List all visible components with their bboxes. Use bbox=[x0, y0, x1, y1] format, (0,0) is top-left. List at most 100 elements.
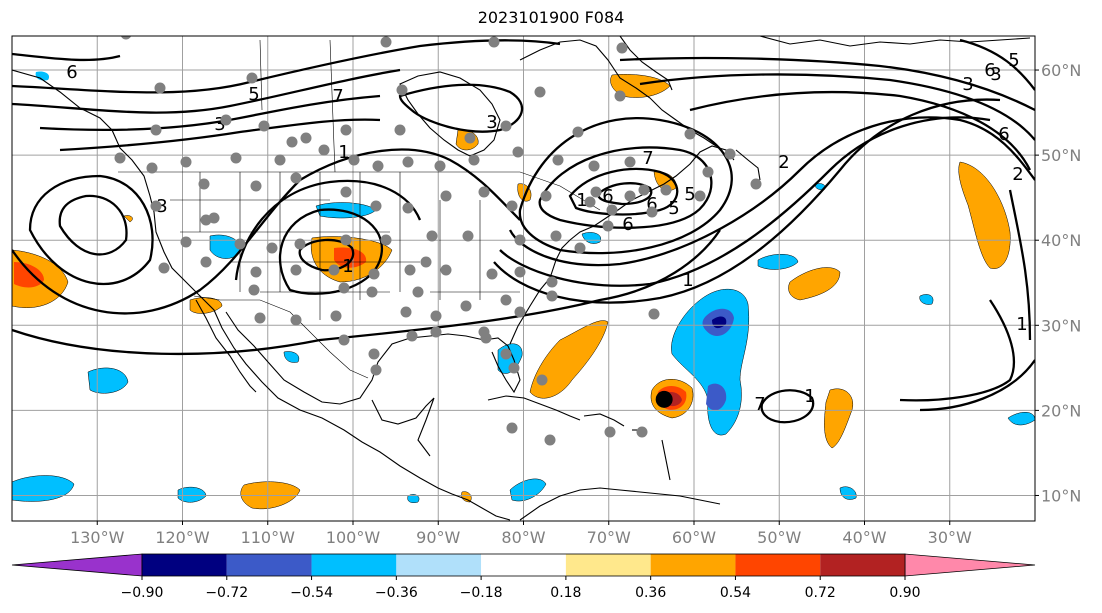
station-dot bbox=[478, 186, 490, 198]
coastlines bbox=[12, 36, 1031, 521]
longitude-labels: 130°W 120°W 110°W 100°W 90°W 80°W 70°W 60°W 50°W… bbox=[70, 521, 972, 547]
station-dot bbox=[220, 114, 232, 126]
station-dot bbox=[380, 36, 392, 48]
station-dot bbox=[434, 160, 446, 172]
lon-tick-label: 50°W bbox=[757, 528, 801, 547]
station-dot bbox=[158, 262, 170, 274]
station-dot bbox=[552, 154, 564, 166]
station-dot bbox=[588, 160, 600, 172]
station-dot bbox=[572, 126, 584, 138]
contour-label: 3 bbox=[486, 112, 497, 133]
station-dot bbox=[460, 300, 472, 312]
station-dot bbox=[462, 230, 474, 242]
station-dot bbox=[290, 172, 302, 184]
station-dot bbox=[404, 264, 416, 276]
station-dot bbox=[550, 230, 562, 242]
station-dot bbox=[684, 128, 696, 140]
latitude-labels: 10°N 20°N 30°N 40°N 50°N 60°N bbox=[1035, 61, 1081, 505]
station-dot bbox=[338, 282, 350, 294]
lat-tick-label: 30°N bbox=[1041, 316, 1081, 335]
lon-tick-label: 70°W bbox=[587, 528, 631, 547]
storm-center-marker bbox=[655, 390, 673, 408]
contour-label: 7 bbox=[754, 394, 765, 415]
colorbar-tick-label: −0.36 bbox=[375, 585, 418, 601]
contour-label: 6 bbox=[998, 124, 1009, 145]
station-dot bbox=[574, 242, 586, 254]
station-dot bbox=[370, 200, 382, 212]
contour-label: 1 bbox=[338, 142, 349, 163]
station-dot bbox=[500, 294, 512, 306]
station-dot bbox=[368, 348, 380, 360]
station-dot bbox=[340, 124, 352, 136]
station-dot bbox=[514, 234, 526, 246]
colorbar-tick-label: 0.54 bbox=[720, 585, 751, 601]
station-dot bbox=[338, 334, 350, 346]
station-dot bbox=[646, 206, 658, 218]
station-dot bbox=[604, 426, 616, 438]
contour-label: 1 bbox=[804, 386, 815, 407]
station-dot bbox=[514, 306, 526, 318]
contour-label: 6 bbox=[66, 62, 77, 83]
station-dot bbox=[406, 330, 418, 342]
colorbar-tick-label: 0.72 bbox=[805, 585, 836, 601]
station-dot bbox=[624, 190, 636, 202]
station-dot bbox=[402, 202, 414, 214]
station-dot bbox=[534, 86, 546, 98]
station-dot bbox=[114, 152, 126, 164]
map-title: 2023101900 F084 bbox=[477, 8, 625, 27]
station-dot bbox=[430, 326, 442, 338]
station-dot bbox=[546, 290, 558, 302]
contour-label: 6 bbox=[622, 214, 633, 235]
colorbar-tick-label: −0.90 bbox=[121, 585, 164, 601]
station-dot bbox=[290, 314, 302, 326]
station-dot bbox=[464, 132, 476, 144]
station-dot bbox=[420, 256, 432, 268]
contour-label: 5 bbox=[684, 184, 695, 205]
colorbar-bin bbox=[311, 554, 397, 576]
station-dot bbox=[606, 204, 618, 216]
contour-label: 2 bbox=[1012, 164, 1023, 185]
station-dot bbox=[396, 84, 408, 96]
station-dot bbox=[340, 186, 352, 198]
station-dot bbox=[348, 154, 360, 166]
station-dot bbox=[602, 220, 614, 232]
lon-tick-label: 120°W bbox=[155, 528, 210, 547]
station-dot bbox=[400, 306, 412, 318]
station-dot bbox=[750, 178, 762, 190]
colorbar-bin bbox=[226, 554, 312, 576]
station-dot bbox=[154, 82, 166, 94]
station-dot bbox=[234, 238, 246, 250]
station-dot bbox=[480, 332, 492, 344]
station-dot bbox=[638, 184, 650, 196]
station-dot bbox=[546, 276, 558, 288]
station-dot bbox=[486, 268, 498, 280]
station-dot bbox=[368, 268, 380, 280]
station-dot bbox=[544, 434, 556, 446]
colorbar-bin bbox=[735, 554, 821, 576]
contour-label: 3 bbox=[156, 196, 167, 217]
colorbar-bin bbox=[481, 554, 566, 576]
contour-label: 1 bbox=[342, 256, 353, 277]
station-dot bbox=[694, 190, 706, 202]
station-dot bbox=[468, 154, 480, 166]
contour-label: 1 bbox=[576, 190, 587, 211]
station-dot bbox=[180, 236, 192, 248]
lon-tick-label: 80°W bbox=[501, 528, 545, 547]
station-dot bbox=[540, 190, 552, 202]
station-dot bbox=[488, 36, 500, 48]
station-dot bbox=[394, 124, 406, 136]
colorbar-bin bbox=[396, 554, 482, 576]
station-dot bbox=[254, 312, 266, 324]
station-dot bbox=[536, 374, 548, 386]
station-dot bbox=[440, 264, 452, 276]
lat-tick-label: 20°N bbox=[1041, 401, 1081, 420]
contour-label: 5 bbox=[1008, 50, 1019, 71]
station-dot bbox=[274, 154, 286, 166]
station-dot bbox=[248, 284, 260, 296]
station-dot bbox=[412, 286, 424, 298]
station-dot bbox=[372, 160, 384, 172]
station-dot bbox=[266, 242, 278, 254]
colorbar-bin bbox=[820, 554, 905, 576]
station-dot bbox=[616, 42, 628, 54]
station-dot bbox=[624, 156, 636, 168]
